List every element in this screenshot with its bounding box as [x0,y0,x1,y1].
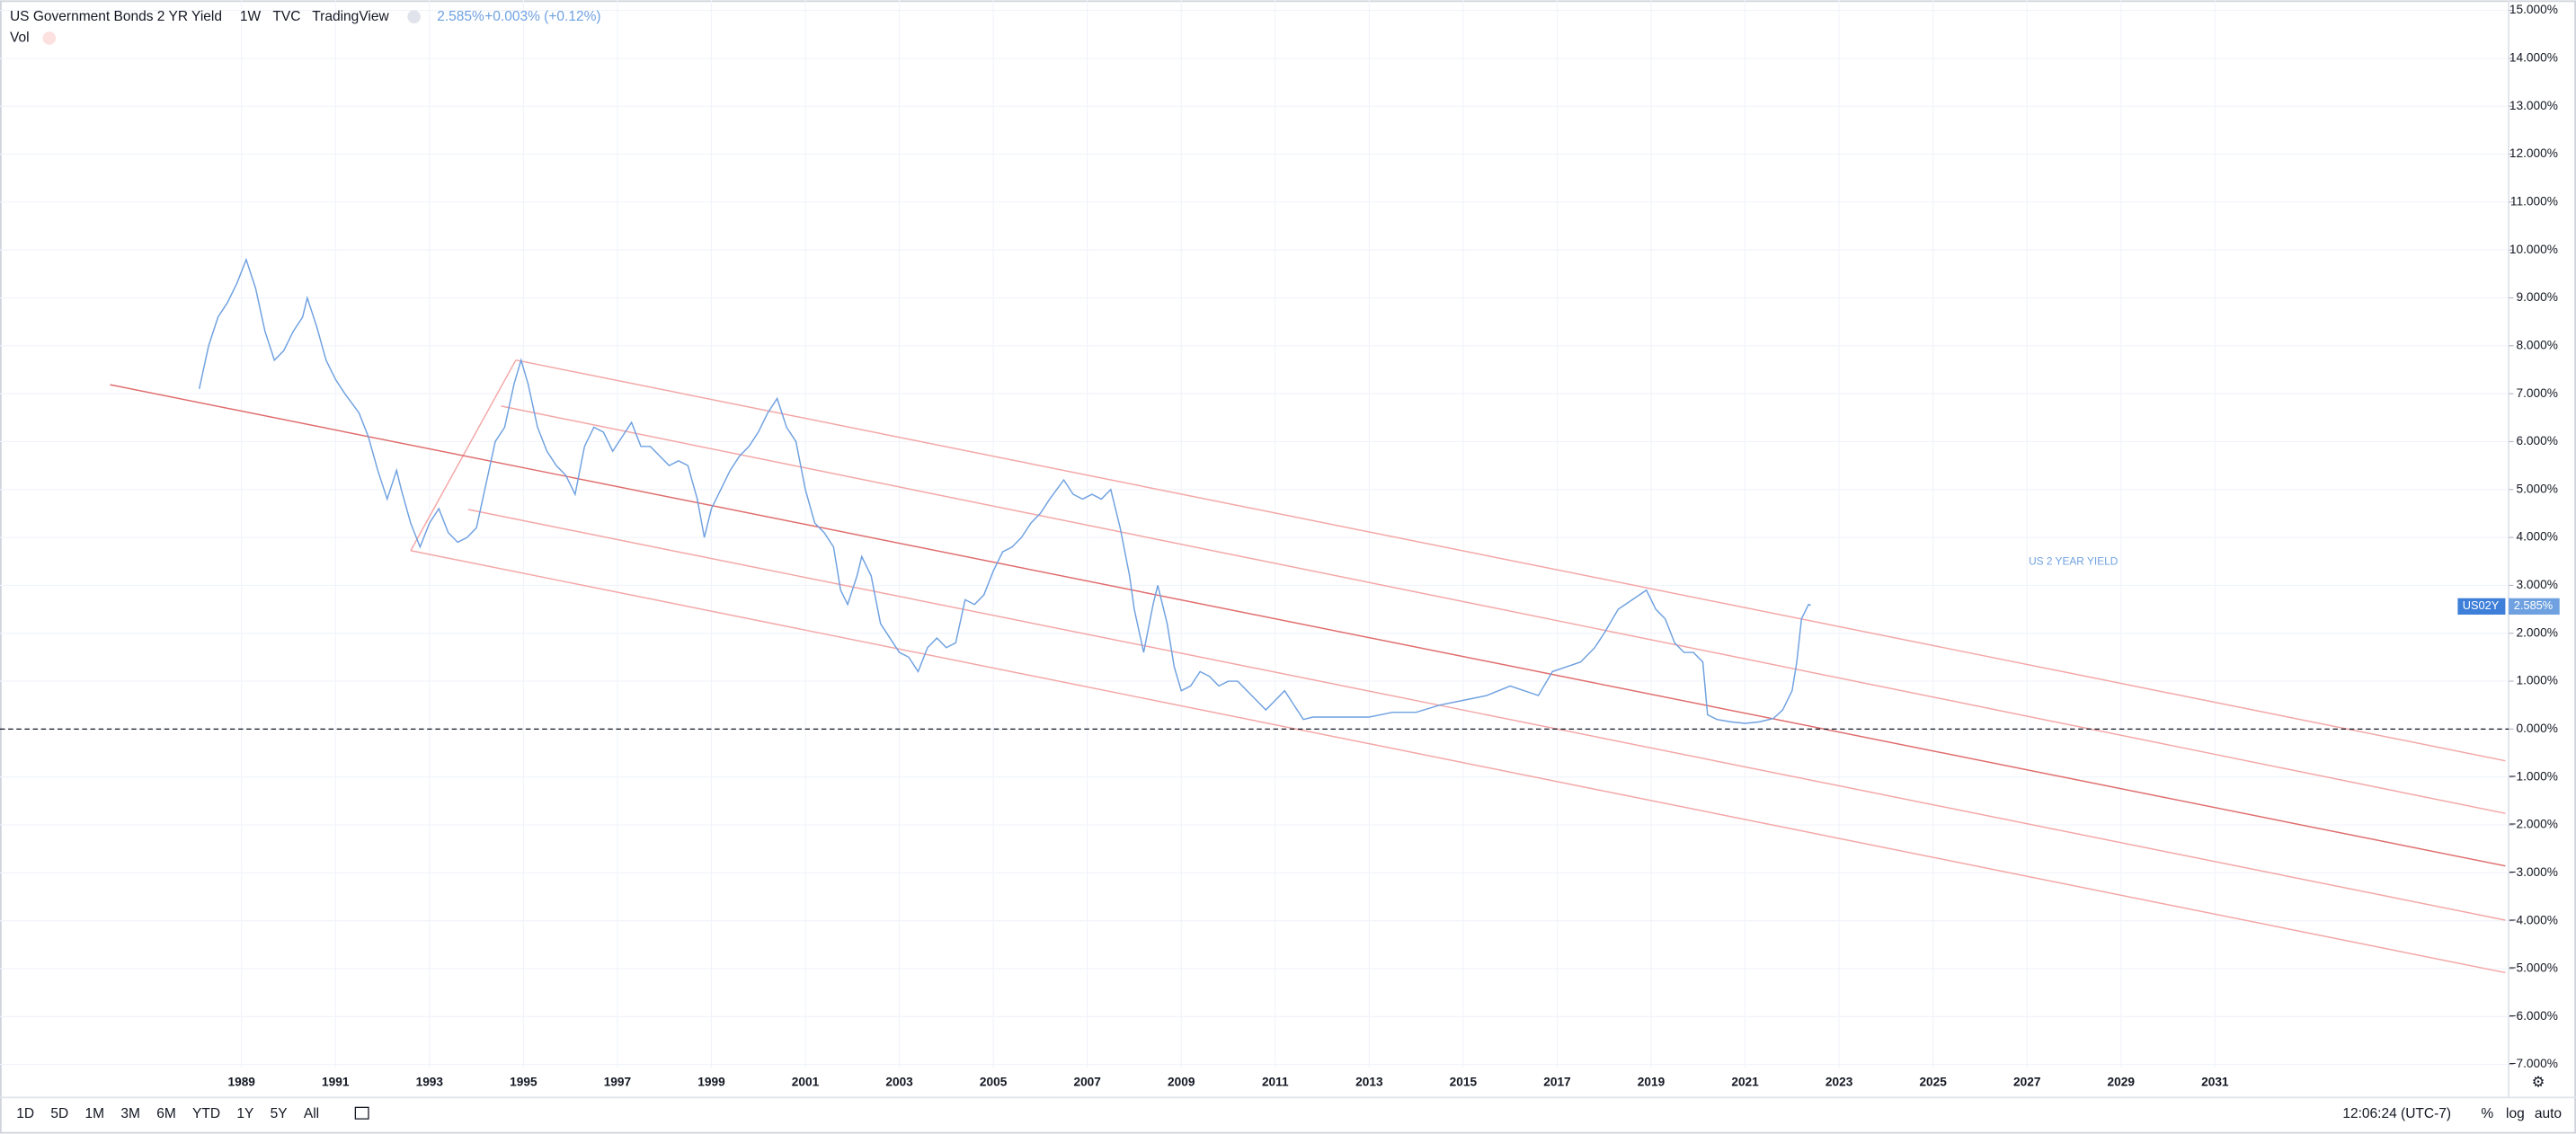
x-tick-label: 2031 [2201,1076,2229,1089]
y-tick-label: −6.000% [2509,1009,2557,1023]
range-button[interactable]: 6M [156,1106,176,1121]
y-tick-label: 6.000% [2516,434,2557,447]
range-button[interactable]: 1D [16,1106,34,1121]
y-tick-label: 1.000% [2516,674,2557,687]
range-button[interactable]: 5Y [271,1106,289,1121]
exchange: TVC [272,9,300,24]
x-tick-label: 2021 [1731,1076,1759,1089]
volume-label: Vol [10,31,30,46]
x-tick-label: 2023 [1825,1076,1853,1089]
toolbar: 1D 5D 1M 3M 6M YTD 1Y 5Y All 12:06:24 (UTC-7)% log… [16,1106,2562,1121]
y-tick-label: 14.000% [2509,51,2558,65]
yield-line [198,257,1811,724]
clock: 12:06:24 (UTC-7) [2342,1106,2451,1121]
symbol-tag-text: US02Y [2463,598,2500,612]
y-tick-label: 9.000% [2516,290,2557,304]
compare-button[interactable] [354,1106,369,1120]
y-tick-label: 8.000% [2516,338,2557,351]
x-tick-label: 1995 [510,1076,537,1089]
x-tick-label: 2025 [1919,1076,1947,1089]
x-tick-label: 2015 [1450,1076,1478,1089]
y-tick-label: 5.000% [2516,482,2557,495]
x-tick-label: 1991 [322,1076,350,1089]
x-tick-label: 2017 [1543,1076,1571,1089]
range-button[interactable]: YTD [192,1106,220,1121]
symbol-tag [2457,598,2506,616]
pitchfork-line [501,405,2506,814]
y-tick-label: 3.000% [2516,578,2557,591]
y-tick-label: 15.000% [2509,3,2558,16]
x-tick-label: 2013 [1355,1076,1383,1089]
range-button[interactable]: 5D [50,1106,68,1121]
y-tick-label: 13.000% [2509,99,2558,112]
price-change: +0.003% (+0.12%) [484,9,600,24]
y-tick-label: 10.000% [2509,243,2558,256]
price-tag [2509,598,2560,616]
annotation: US 2 YEAR YIELD [2029,555,2118,568]
settings-button[interactable]: ⚙ [2532,1074,2545,1090]
x-tick-label: 1997 [604,1076,632,1089]
x-tick-label: 2011 [1262,1076,1289,1089]
price-tag-text: 2.585% [2514,598,2553,612]
x-tick-label: 2027 [2013,1076,2041,1089]
y-tick-label: 4.000% [2516,530,2557,544]
grid [0,0,2509,1068]
y-tick-label: 2.000% [2516,625,2557,639]
x-tick-label: 2003 [885,1076,913,1089]
pitchfork [110,359,2506,974]
source: TradingView [312,9,389,24]
x-tick-label: 2007 [1073,1076,1101,1089]
x-tick-label: 2009 [1168,1076,1195,1089]
x-tick-label: 2001 [792,1076,820,1089]
y-tick-label: −1.000% [2509,769,2557,783]
y-tick-label: −7.000% [2509,1057,2557,1070]
pitchfork-line [467,509,2506,921]
x-tick-label: 1999 [697,1076,725,1089]
symbol-title: US Government Bonds 2 YR Yield [10,9,222,24]
x-tick-label: 2029 [2108,1076,2136,1089]
range-button[interactable]: All [304,1106,319,1121]
x-tick-label: 1993 [416,1076,444,1089]
y-tick-label: 7.000% [2516,386,2557,400]
pitchfork-line [410,550,2506,974]
pitchfork-median [110,384,2506,867]
collapse-button[interactable] [407,10,421,23]
interval: 1W [240,9,262,24]
last-price: 2.585% [437,9,484,24]
y-tick-label: −3.000% [2509,865,2557,879]
volume-warning[interactable] [42,31,57,45]
y-tick-label: 11.000% [2510,194,2558,208]
y-tick-label: −2.000% [2509,818,2557,831]
scale-option[interactable]: % [2481,1106,2493,1121]
scale-option[interactable]: log [2506,1106,2525,1121]
range-button[interactable]: 1Y [236,1106,254,1121]
pitchfork-line [515,359,2506,762]
scale-option[interactable]: auto [2535,1106,2562,1121]
x-tick-label: 2005 [980,1076,1008,1089]
y-tick-label: 0.000% [2516,722,2557,735]
y-tick-label: 12.000% [2509,146,2558,160]
range-button[interactable]: 1M [85,1106,105,1121]
x-tick-label: 2019 [1638,1076,1666,1089]
y-tick-label: −5.000% [2509,961,2557,975]
x-tick-label: 1989 [227,1076,255,1089]
range-button[interactable]: 3M [120,1106,140,1121]
y-tick-label: −4.000% [2509,913,2557,926]
